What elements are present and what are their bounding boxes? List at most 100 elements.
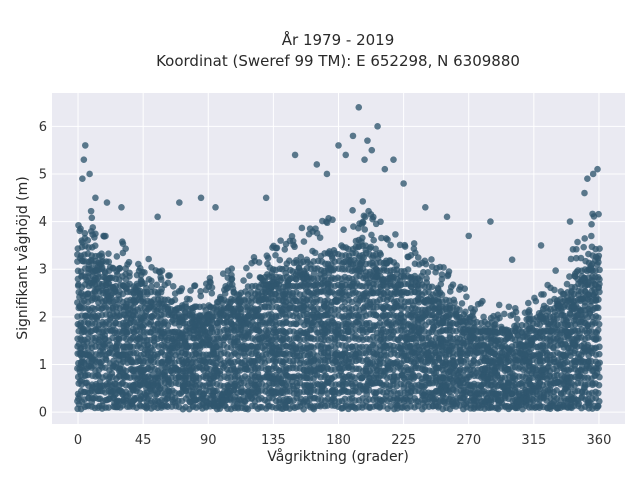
data-point [384,236,391,243]
data-point [145,255,152,263]
data-point [378,234,385,242]
data-point [141,280,148,287]
data-point [566,273,573,280]
data-point [466,313,474,321]
data-point [366,245,374,252]
data-point [276,256,284,264]
data-point [372,245,379,253]
data-point [288,232,296,240]
data-point [228,281,236,288]
data-point [122,265,129,272]
data-point [191,282,198,290]
data-point [324,402,331,409]
data-point [553,311,561,319]
data-point [436,263,444,271]
data-point [461,285,469,293]
data-point [171,296,179,304]
data-point [573,245,580,253]
data-point [588,232,595,240]
data-point [446,288,454,295]
data-point [77,371,85,379]
data-point [359,198,367,205]
data-point [437,280,445,288]
data-point [311,249,319,257]
data-point [370,213,377,221]
data-point [404,266,412,273]
data-point [89,231,96,238]
data-point [501,310,508,318]
data-point [340,226,347,233]
data-point [148,283,155,290]
data-point [296,336,304,343]
data-point [567,255,575,263]
data-point [372,251,380,258]
data-point [422,260,430,268]
data-point [119,249,127,257]
data-point [268,273,276,280]
data-point [359,234,366,242]
data-point [264,254,272,262]
data-point [250,254,258,261]
data-point [240,277,247,284]
data-point [505,303,513,311]
data-point [126,273,133,280]
data-point [588,220,595,228]
data-point [495,301,503,309]
data-point [161,281,169,289]
data-point [91,242,99,249]
data-point [492,321,499,328]
data-point [553,387,560,394]
data-point [390,259,398,266]
data-point [115,373,123,380]
data-point [438,275,446,283]
data-point [552,267,559,274]
data-point [277,237,284,244]
data-point [254,322,262,329]
data-point [445,268,453,275]
data-point [387,241,394,249]
data-point [197,292,205,300]
data-point [119,240,127,247]
data-point [428,283,436,291]
data-point [84,236,92,244]
data-point [298,224,306,232]
data-point [456,306,463,313]
data-point [360,212,368,220]
data-point [368,231,375,239]
data-point [153,281,161,289]
data-point [531,294,538,302]
data-point [187,287,194,294]
data-point [98,253,106,260]
data-point [221,290,229,297]
chart-title: År 1979 - 2019 [282,30,395,49]
data-point [148,277,155,285]
data-point [479,297,486,305]
data-point [428,256,435,263]
data-point [323,218,330,225]
data-point [272,251,279,259]
data-point [423,275,430,282]
data-point [471,306,479,313]
data-point [574,238,581,246]
data-point [438,271,446,278]
data-point [269,244,276,251]
data-point [405,253,412,261]
data-point [222,283,229,290]
data-point [351,379,359,387]
data-point [116,265,124,272]
data-point [449,281,457,288]
data-point [372,220,380,228]
data-point [401,241,409,249]
data-point [157,276,165,283]
data-point [350,223,357,230]
data-point [105,250,112,257]
data-point [390,318,397,326]
data-point [186,295,193,303]
data-point [418,272,425,280]
data-point [228,265,236,272]
data-point [494,343,502,350]
data-point [300,238,308,245]
data-point [396,241,404,249]
